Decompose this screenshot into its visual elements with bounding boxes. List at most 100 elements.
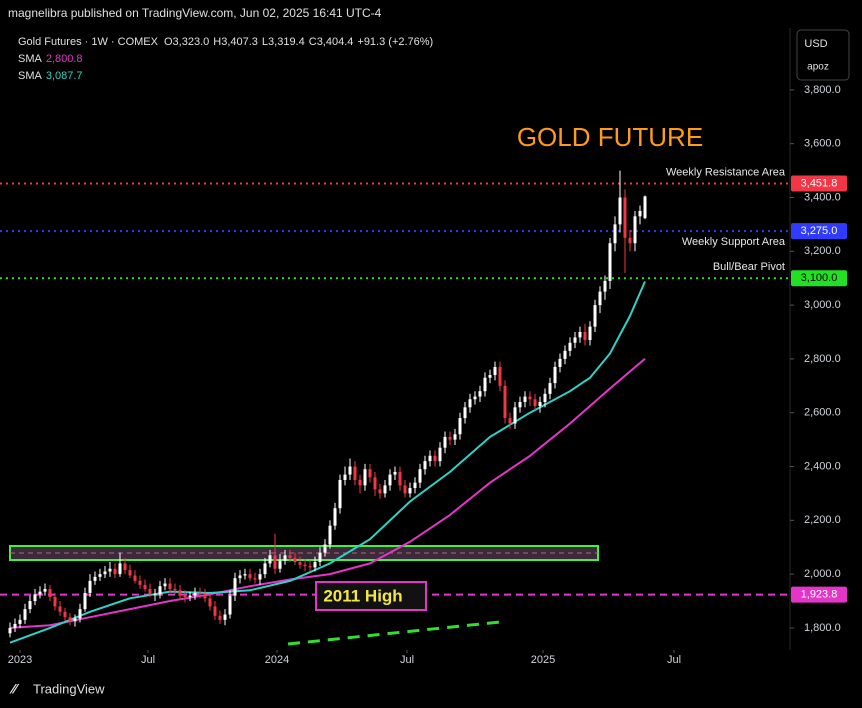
candle-body — [23, 609, 27, 620]
ohlc-value: 3,404.4 — [317, 36, 354, 48]
candle-body — [298, 562, 302, 565]
sma-legend: SMA 2,800.8 — [18, 53, 83, 65]
candle-body — [213, 606, 217, 616]
candle-body — [623, 197, 627, 238]
annotation-box — [315, 581, 427, 611]
sma-legend: SMA 3,087.7 — [18, 70, 83, 82]
candle-body — [203, 594, 207, 599]
candle-body — [138, 580, 142, 585]
candle-body — [13, 623, 17, 628]
level-value-label: 1,923.8 — [801, 589, 838, 601]
candle-body — [493, 366, 497, 376]
candle-body — [68, 617, 72, 622]
level-value-label: 3,100.0 — [801, 272, 838, 284]
candle-body — [58, 606, 62, 612]
sma-line — [9, 357, 646, 629]
candle-body — [173, 588, 177, 591]
candle-body — [53, 597, 57, 607]
candle-body — [223, 614, 227, 620]
candle-body — [618, 197, 622, 225]
candle-body — [278, 560, 282, 569]
candle-body — [98, 574, 102, 577]
candle-body — [378, 489, 382, 494]
x-tick-label: Jul — [141, 654, 155, 666]
candle-body — [468, 399, 472, 408]
candle-body — [263, 563, 267, 575]
y-tick-label: 2,200.0 — [804, 514, 841, 526]
candle-body — [513, 407, 517, 424]
candle-body — [388, 474, 392, 486]
y-tick-label: 3,800.0 — [804, 84, 841, 96]
candle-body — [598, 291, 602, 306]
candle-body — [338, 479, 342, 509]
candle-body — [563, 350, 567, 359]
change: +91.3 (+2.76%) — [357, 36, 433, 48]
ohlc-value: 3,319.4 — [268, 36, 305, 48]
candle-body — [553, 366, 557, 384]
candle-body — [38, 591, 42, 595]
y-tick-label: 3,400.0 — [804, 191, 841, 203]
candle-body — [118, 563, 122, 575]
ohlc-key: C — [309, 36, 317, 48]
candle-body — [178, 590, 182, 596]
candle-body — [608, 243, 612, 281]
currency-box[interactable] — [796, 29, 850, 81]
candle-body — [28, 601, 32, 610]
candle-body — [418, 469, 422, 483]
level-value-box — [791, 175, 847, 192]
candle-body — [283, 555, 287, 561]
scale-mode: apoz — [807, 62, 829, 73]
candle-body — [308, 566, 312, 568]
candle-body — [453, 434, 457, 440]
candle-body — [548, 383, 552, 394]
candle-body — [573, 337, 577, 343]
candle-body — [463, 407, 467, 419]
candle-body — [588, 326, 592, 341]
candle-body — [523, 396, 527, 402]
candle-body — [478, 391, 482, 397]
candle-body — [198, 592, 202, 595]
candle-body — [578, 332, 582, 338]
candle-body — [8, 627, 12, 634]
candle-body — [103, 571, 107, 575]
candle-body — [568, 342, 572, 351]
brand-logo: ⁄⁄ — [9, 681, 19, 697]
level-label: Bull/Bear Pivot — [713, 261, 785, 273]
candle-body — [508, 418, 512, 424]
candle-body — [443, 436, 447, 448]
candle-body — [238, 575, 242, 579]
candle-body — [318, 552, 322, 563]
candle-body — [253, 578, 257, 580]
candle-body — [233, 578, 237, 596]
candle-body — [193, 592, 197, 596]
chart-title: GOLD FUTURE — [517, 122, 703, 152]
candle-body — [48, 588, 52, 598]
candle-body — [533, 399, 537, 406]
x-tick-label: Jul — [667, 654, 681, 666]
candle-body — [543, 393, 547, 402]
candle-body — [163, 583, 167, 587]
candle-body — [583, 332, 587, 341]
sma-value: 2,800.8 — [46, 53, 83, 65]
y-tick-label: 2,600.0 — [804, 407, 841, 419]
candle-body — [288, 555, 292, 558]
candle-body — [368, 469, 372, 478]
candle-body — [393, 471, 397, 475]
candle-body — [188, 595, 192, 598]
candle-body — [108, 568, 112, 572]
x-tick-label: 2024 — [265, 654, 289, 666]
candle-body — [343, 474, 347, 480]
sma-value: 3,087.7 — [46, 70, 83, 82]
candle-body — [353, 466, 357, 480]
candle-body — [428, 455, 432, 462]
candle-body — [433, 455, 437, 462]
candle-body — [363, 469, 367, 486]
candle-body — [148, 588, 152, 595]
candle-body — [538, 401, 542, 406]
brand: TradingView — [33, 681, 105, 696]
x-tick-label: Jul — [400, 654, 414, 666]
candle-body — [458, 418, 462, 435]
symbol: Gold Futures · 1W · COMEX — [18, 36, 159, 48]
sma-line — [9, 281, 646, 644]
